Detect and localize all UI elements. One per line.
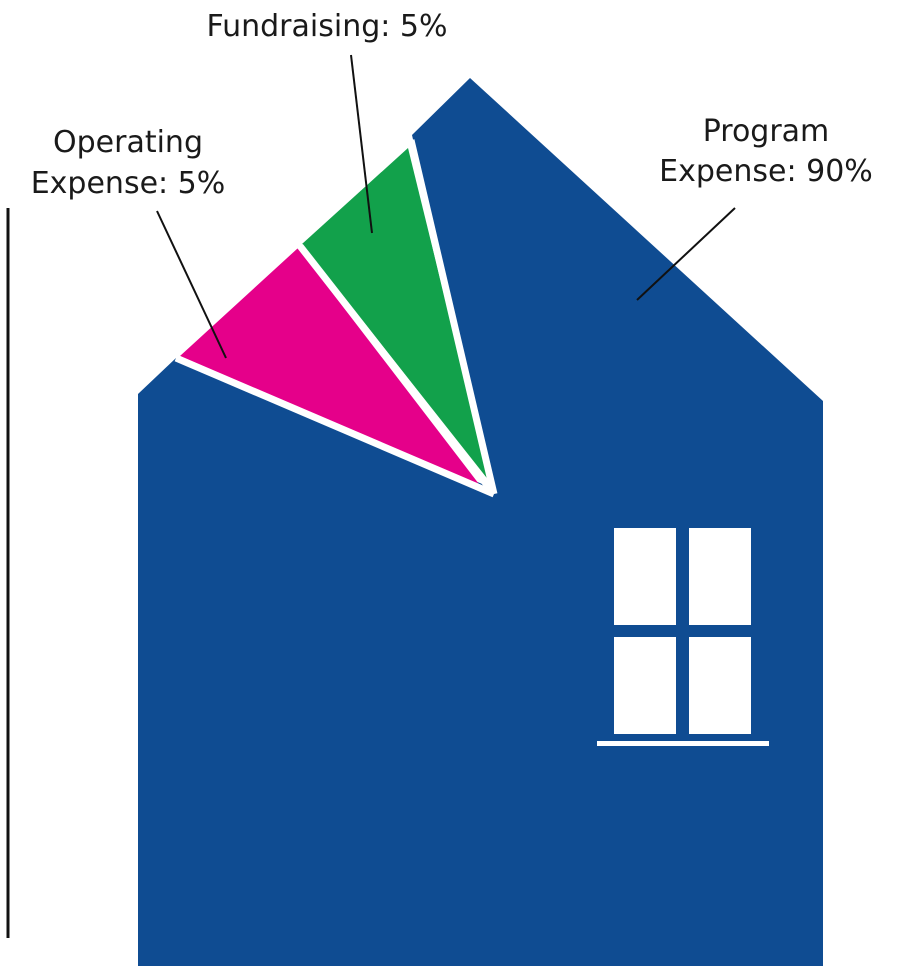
separator-line-1: [174, 354, 496, 498]
slice-operating-expense: [180, 248, 482, 488]
label-program-line1: Program: [703, 114, 830, 149]
window: [597, 528, 769, 746]
window-pane-4: [689, 637, 751, 734]
window-pane-3: [614, 637, 676, 734]
window-sill: [597, 741, 769, 746]
leader-line-operating: [156, 210, 227, 359]
leader-line-fundraising: [350, 54, 373, 234]
window-pane-1: [614, 528, 676, 625]
window-pane-2: [689, 528, 751, 625]
label-operating-line1: Operating: [53, 125, 203, 160]
label-operating-line2: Expense: 5%: [31, 166, 226, 201]
label-fundraising: Fundraising: 5%: [207, 9, 448, 44]
label-program-line2: Expense: 90%: [659, 154, 873, 189]
leader-line-program: [636, 207, 736, 301]
house-body: [138, 78, 823, 966]
separator-line-2: [297, 243, 497, 497]
slice-fundraising: [302, 148, 490, 482]
separator-line-3: [407, 139, 498, 495]
